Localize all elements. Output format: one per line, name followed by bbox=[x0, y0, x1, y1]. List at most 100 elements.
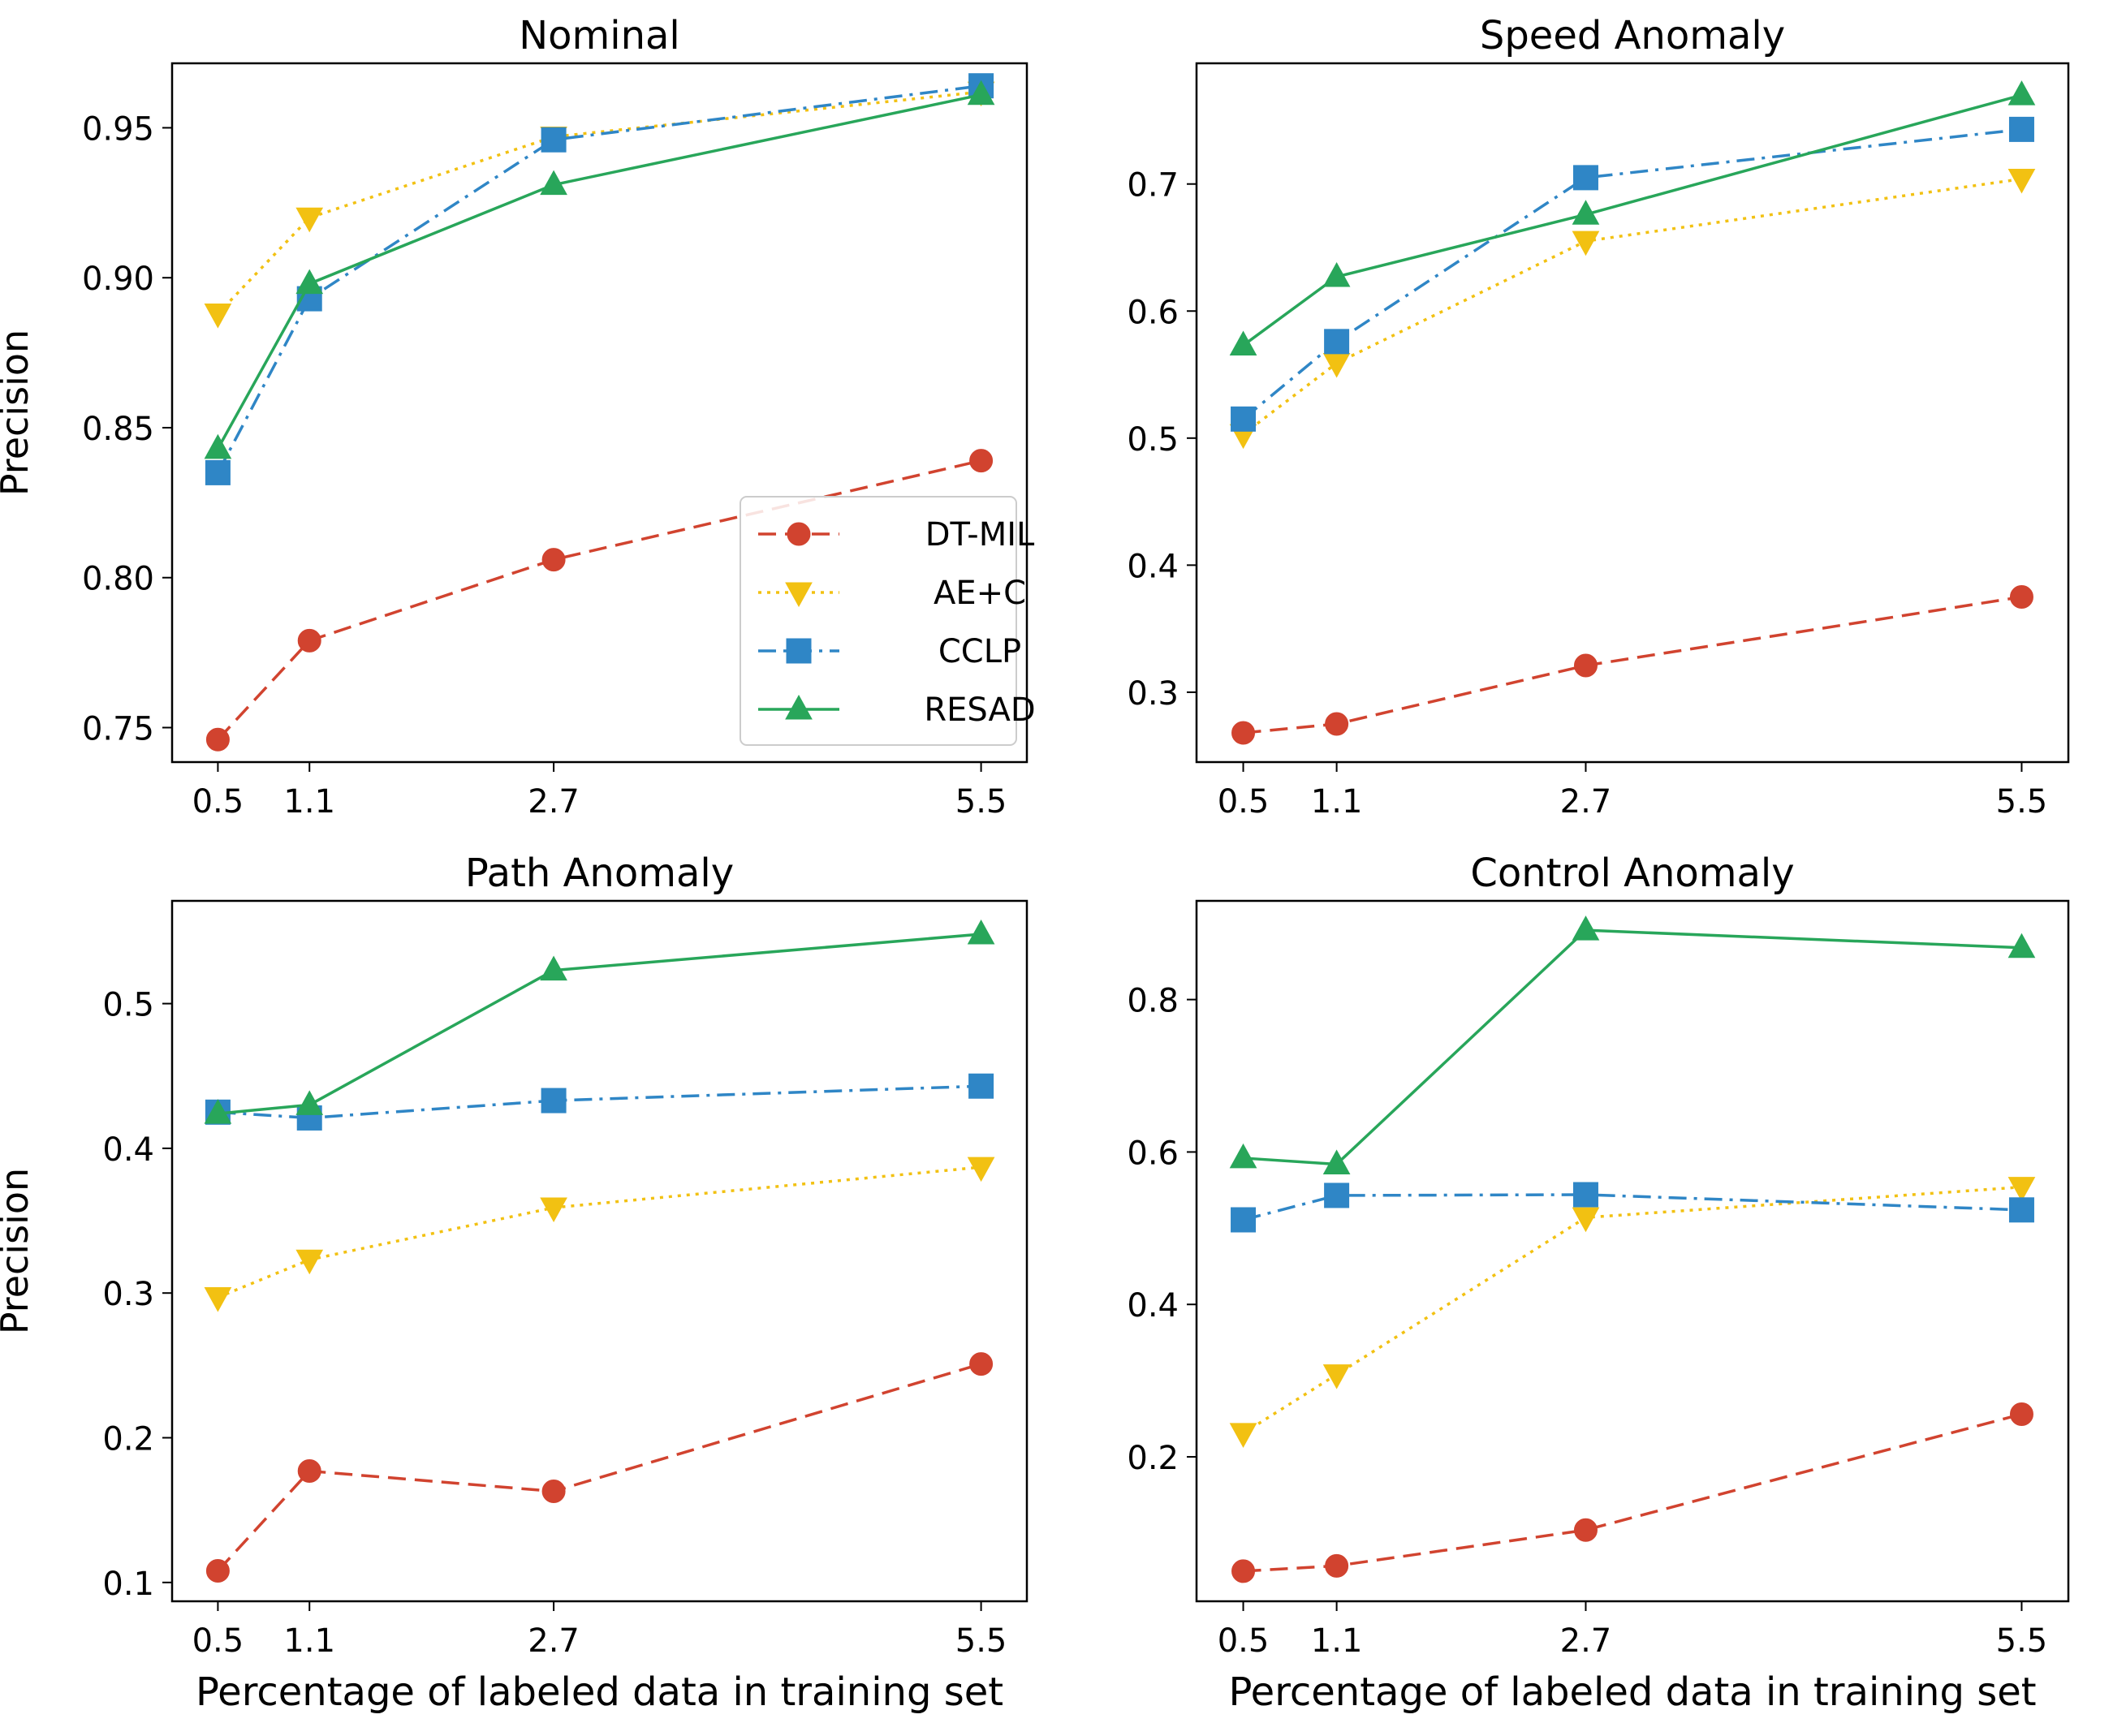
series-dt-mil bbox=[205, 449, 994, 752]
plot-frame bbox=[170, 899, 1029, 1603]
x-tick-label: 0.5 bbox=[1218, 783, 1270, 821]
series-resad bbox=[1229, 915, 2036, 1174]
series-resad bbox=[204, 80, 995, 459]
data-point bbox=[1229, 1143, 1257, 1169]
legend-marker bbox=[787, 522, 811, 546]
subplot-2: Speed Anomaly 0.3 0.4 0.5 0.6 0.7 0.5 1.1 2.7 5.5 bbox=[1127, 13, 2070, 821]
x-tick-label: 1.1 bbox=[1311, 1622, 1363, 1660]
subplot-1: Nominal 0.75 0.80 0.85 0.90 0.95 0.5 1.1 2.7 5.5 P… bbox=[0, 13, 1036, 821]
data-point bbox=[1572, 165, 1598, 191]
y-tick-label: 0.6 bbox=[1127, 1135, 1179, 1172]
data-point bbox=[1325, 1553, 1349, 1578]
data-point bbox=[969, 1352, 994, 1376]
data-point bbox=[2008, 116, 2034, 142]
plot-title: Control Anomaly bbox=[1470, 851, 1794, 896]
series-line bbox=[217, 1165, 981, 1299]
y-tick-label: 0.1 bbox=[102, 1566, 154, 1603]
x-tick-label: 1.1 bbox=[283, 1622, 335, 1660]
y-tick-label: 0.4 bbox=[102, 1131, 154, 1169]
data-point bbox=[2009, 584, 2033, 609]
data-point bbox=[1229, 1423, 1257, 1448]
series-dt-mil bbox=[205, 1352, 994, 1583]
data-point bbox=[967, 919, 995, 945]
x-tick-label: 1.1 bbox=[283, 783, 335, 821]
data-point bbox=[1322, 352, 1351, 378]
data-point bbox=[1322, 1149, 1351, 1174]
legend-marker bbox=[785, 582, 813, 608]
plot-title: Speed Anomaly bbox=[1480, 13, 1785, 58]
data-point bbox=[540, 955, 567, 981]
data-point bbox=[1573, 653, 1598, 678]
series-line bbox=[216, 93, 981, 450]
data-point bbox=[968, 1073, 994, 1099]
y-tick-label: 0.8 bbox=[1127, 983, 1179, 1020]
series-line bbox=[217, 90, 981, 315]
y-tick-label: 0.4 bbox=[1127, 1287, 1179, 1325]
series-line bbox=[218, 933, 981, 1115]
data-point bbox=[204, 1287, 232, 1312]
series-line bbox=[217, 459, 981, 741]
legend-label: DT-MIL bbox=[925, 516, 1035, 554]
data-point bbox=[2007, 1177, 2036, 1202]
data-point bbox=[541, 548, 566, 572]
data-point bbox=[540, 1197, 567, 1223]
x-tick-label: 0.5 bbox=[192, 1622, 244, 1660]
data-point bbox=[2007, 168, 2036, 194]
data-point bbox=[967, 1157, 995, 1182]
data-point bbox=[541, 1479, 566, 1503]
data-point bbox=[204, 1099, 232, 1124]
y-tick-label: 0.5 bbox=[1127, 421, 1179, 459]
data-point bbox=[1324, 329, 1350, 355]
data-point bbox=[204, 433, 232, 459]
x-tick-label: 2.7 bbox=[1560, 783, 1612, 821]
series-line bbox=[1243, 1412, 2022, 1573]
y-tick-label: 0.4 bbox=[1127, 548, 1179, 585]
y-tick-label: 0.6 bbox=[1127, 294, 1179, 331]
x-tick-label: 2.7 bbox=[1560, 1622, 1612, 1660]
y-tick-label: 0.80 bbox=[82, 561, 154, 598]
data-point bbox=[1231, 721, 1256, 745]
data-point bbox=[969, 449, 994, 473]
data-point bbox=[541, 127, 567, 153]
series-line bbox=[1242, 93, 2022, 347]
subplot-3: Path Anomaly 0.1 0.2 0.3 0.4 0.5 0.5 1.1 2.7 5.5 P… bbox=[0, 851, 1029, 1715]
series-cclp bbox=[1231, 1182, 2034, 1233]
y-tick-label: 0.5 bbox=[102, 987, 154, 1024]
x-tick-label: 5.5 bbox=[1996, 783, 2048, 821]
series-line bbox=[1243, 595, 2022, 734]
data-point bbox=[2008, 1197, 2034, 1223]
legend-box bbox=[740, 496, 1017, 746]
legend-label: AE+C bbox=[934, 575, 1026, 612]
data-point bbox=[1573, 1518, 1598, 1542]
data-point bbox=[540, 170, 567, 196]
y-tick-label: 0.2 bbox=[102, 1421, 154, 1458]
x-tick-label: 5.5 bbox=[1996, 1622, 2048, 1660]
series-ae-c bbox=[1229, 1177, 2036, 1448]
legend-label: CCLP bbox=[938, 633, 1021, 670]
series-dt-mil bbox=[1231, 1402, 2033, 1583]
data-point bbox=[295, 1090, 324, 1115]
x-axis-label: Percentage of labeled data in training s… bbox=[1228, 1669, 2036, 1715]
data-point bbox=[1325, 712, 1349, 736]
y-tick-label: 0.85 bbox=[82, 411, 154, 448]
data-point bbox=[1231, 406, 1257, 432]
plot-title: Path Anomaly bbox=[465, 851, 734, 896]
series-ae-c bbox=[204, 81, 995, 329]
series-line bbox=[1242, 127, 2022, 420]
legend-marker bbox=[785, 694, 813, 720]
data-point bbox=[1572, 200, 1600, 225]
series-line bbox=[217, 1362, 982, 1572]
x-tick-label: 2.7 bbox=[528, 1622, 580, 1660]
data-point bbox=[295, 1249, 324, 1275]
data-point bbox=[295, 269, 324, 295]
data-point bbox=[297, 1459, 321, 1484]
y-tick-label: 0.3 bbox=[1127, 675, 1179, 713]
y-tick-label: 0.75 bbox=[82, 711, 154, 748]
series-resad bbox=[1229, 80, 2036, 356]
data-point bbox=[205, 727, 230, 752]
x-tick-label: 2.7 bbox=[528, 783, 580, 821]
data-point bbox=[1322, 261, 1351, 287]
data-point bbox=[1572, 1207, 1600, 1233]
series-line bbox=[1243, 928, 2022, 1166]
